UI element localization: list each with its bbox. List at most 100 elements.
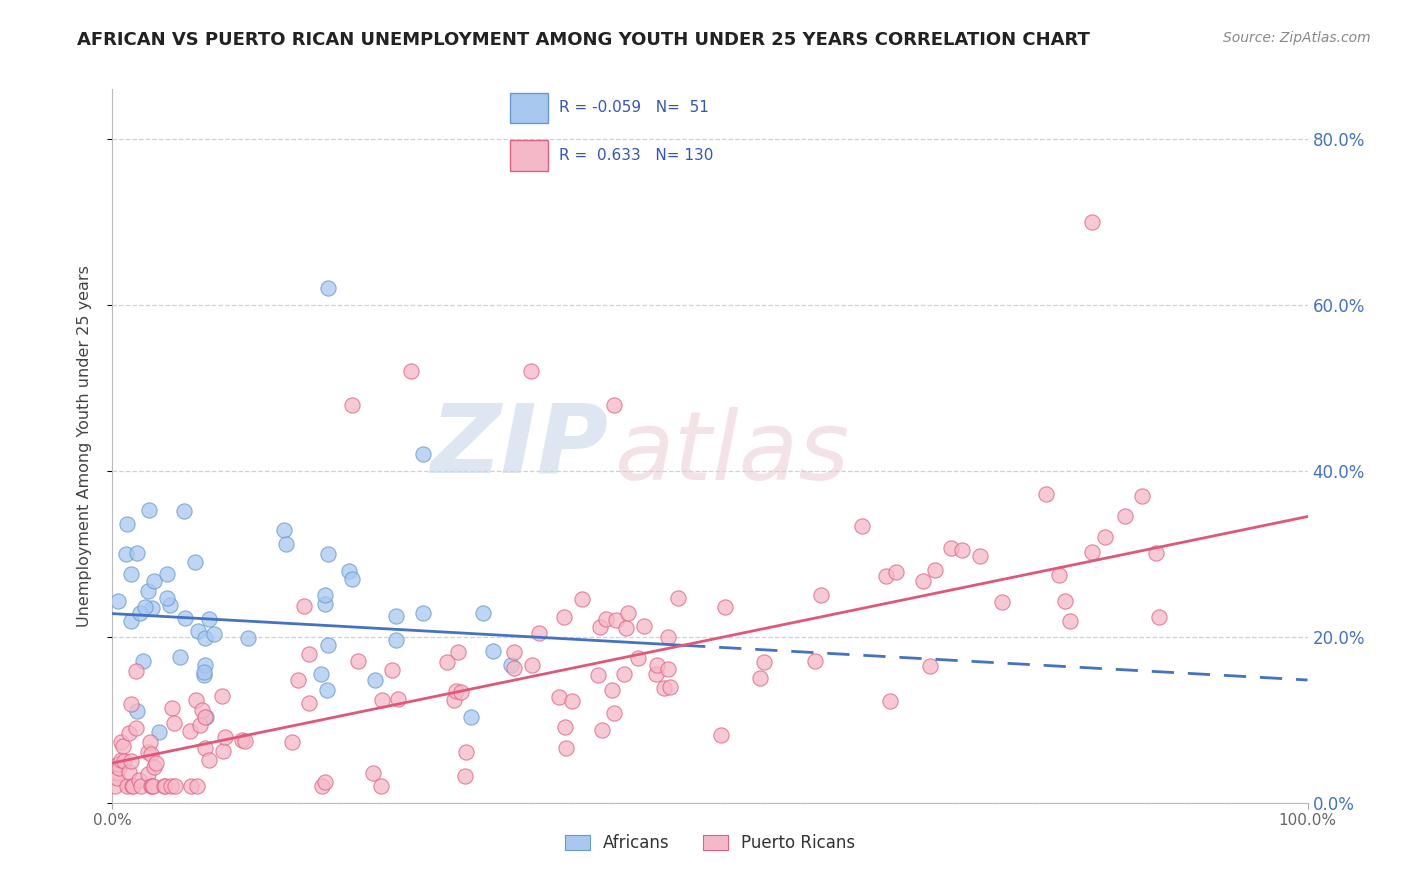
Point [602, 706, 624, 721]
Point [238, 632, 260, 646]
Point [412, 606, 434, 620]
Point [591, 723, 613, 737]
Point [202, 627, 225, 641]
Point [1059, 615, 1081, 629]
Point [139, 747, 162, 762]
Point [911, 574, 934, 589]
Point [141, 779, 163, 793]
Point [179, 723, 201, 738]
Point [605, 613, 627, 627]
Point [603, 397, 626, 411]
Point [162, 701, 184, 715]
Point [969, 549, 991, 563]
Point [589, 620, 612, 634]
Point [141, 600, 163, 615]
Y-axis label: Unemployment Among Youth under 25 years: Unemployment Among Youth under 25 years [77, 265, 91, 627]
Point [314, 775, 336, 789]
Point [401, 364, 423, 378]
Point [471, 606, 494, 620]
Point [273, 524, 295, 538]
Text: AFRICAN VS PUERTO RICAN UNEMPLOYMENT AMONG YOUTH UNDER 25 YEARS CORRELATION CHAR: AFRICAN VS PUERTO RICAN UNEMPLOYMENT AMO… [77, 31, 1090, 49]
Point [211, 690, 233, 704]
Point [1081, 545, 1104, 559]
Point [188, 718, 211, 732]
Point [502, 660, 524, 674]
Text: R =  0.633   N= 130: R = 0.633 N= 130 [560, 148, 714, 162]
Point [918, 658, 941, 673]
Point [481, 644, 503, 658]
Point [561, 694, 583, 708]
Point [131, 654, 153, 668]
Point [298, 647, 321, 661]
Point [443, 693, 465, 707]
Point [875, 569, 897, 583]
Point [193, 668, 215, 682]
Point [107, 757, 129, 772]
Point [879, 694, 901, 708]
Point [370, 779, 392, 793]
Point [128, 773, 150, 788]
Point [105, 771, 128, 785]
Point [652, 681, 675, 695]
Point [627, 650, 650, 665]
Point [939, 541, 962, 555]
Point [600, 682, 623, 697]
Point [659, 680, 682, 694]
Text: atlas: atlas [614, 407, 849, 500]
Point [194, 740, 217, 755]
Point [337, 564, 360, 578]
Point [614, 621, 637, 635]
Point [666, 591, 689, 606]
Point [657, 663, 679, 677]
Point [713, 599, 735, 614]
Point [553, 610, 575, 624]
Point [233, 734, 256, 748]
Point [153, 779, 176, 793]
Point [314, 597, 336, 611]
Point [120, 697, 142, 711]
Point [1053, 594, 1076, 608]
Point [309, 667, 332, 681]
Point [214, 730, 236, 744]
Point [159, 779, 181, 793]
Point [371, 693, 394, 707]
Point [657, 630, 679, 644]
Point [139, 735, 162, 749]
Point [645, 666, 668, 681]
Point [169, 649, 191, 664]
Point [752, 655, 775, 669]
Point [107, 593, 129, 607]
Point [446, 645, 468, 659]
Point [118, 725, 141, 739]
Point [316, 638, 339, 652]
FancyBboxPatch shape [510, 93, 548, 123]
Point [120, 567, 142, 582]
Point [804, 654, 827, 668]
Point [274, 537, 297, 551]
Point [315, 683, 337, 698]
Point [194, 631, 217, 645]
Point [194, 657, 217, 672]
Point [186, 779, 208, 793]
Point [134, 599, 156, 614]
Point [1130, 489, 1153, 503]
Point [129, 779, 152, 793]
Point [810, 589, 832, 603]
Point [120, 614, 142, 628]
Point [156, 591, 179, 606]
Point [436, 655, 458, 669]
Point [195, 710, 218, 724]
Point [387, 692, 409, 706]
Point [1114, 508, 1136, 523]
Point [125, 704, 148, 718]
Point [110, 735, 132, 749]
Point [412, 447, 434, 461]
Point [231, 732, 253, 747]
Point [924, 563, 946, 577]
Point [884, 566, 907, 580]
Point [444, 684, 467, 698]
Point [554, 720, 576, 734]
Point [115, 779, 138, 793]
Point [136, 745, 159, 759]
Point [184, 554, 207, 568]
